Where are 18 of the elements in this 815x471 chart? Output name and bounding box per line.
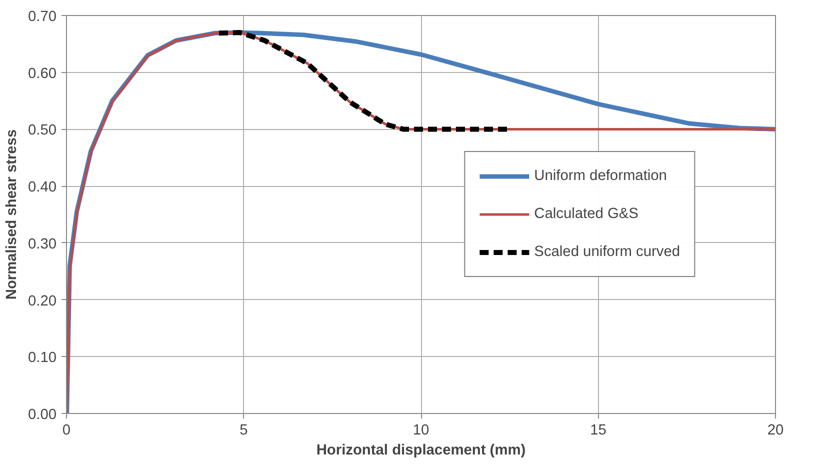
x-tick-label: 10 <box>412 422 430 438</box>
y-tick-label: 0.10 <box>28 350 57 366</box>
y-tick-label: 0.60 <box>28 66 57 82</box>
y-tick-label: 0.00 <box>28 407 57 423</box>
y-axis-title: Normalised shear stress <box>4 129 20 300</box>
y-tick-label: 0.20 <box>28 293 57 310</box>
x-tick-label: 20 <box>767 422 784 438</box>
legend-label: Uniform deformation <box>534 168 667 184</box>
legend-label: Scaled uniform curved <box>534 244 680 260</box>
y-tick-label: 0.30 <box>28 236 57 252</box>
legend-label: Calculated G&S <box>534 206 638 222</box>
x-tick-label: 15 <box>590 422 606 438</box>
x-tick-label: 5 <box>240 422 248 438</box>
y-tick-label: 0.70 <box>28 9 57 25</box>
y-tick-label: 0.50 <box>28 122 57 139</box>
x-axis-title: Horizontal displacement (mm) <box>316 442 526 458</box>
x-tick-label: 0 <box>62 422 71 438</box>
y-tick-label: 0.40 <box>28 180 57 196</box>
